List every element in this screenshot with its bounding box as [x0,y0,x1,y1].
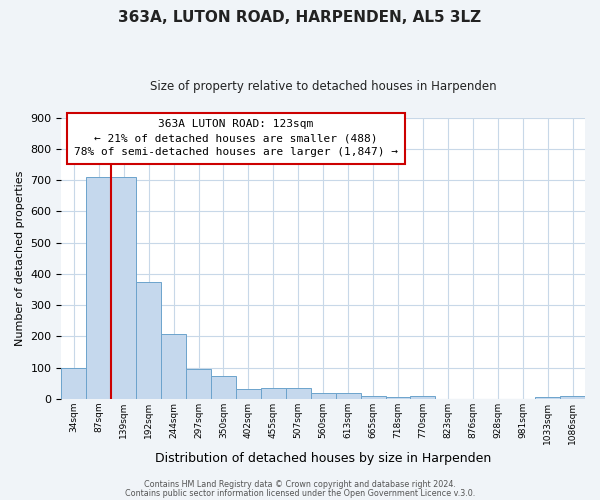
Bar [410,396,436,399]
Text: Contains HM Land Registry data © Crown copyright and database right 2024.: Contains HM Land Registry data © Crown c… [144,480,456,489]
Bar [186,369,211,399]
Bar [211,376,236,399]
Bar [61,368,86,399]
Text: 363A LUTON ROAD: 123sqm
← 21% of detached houses are smaller (488)
78% of semi-d: 363A LUTON ROAD: 123sqm ← 21% of detache… [74,120,398,158]
Bar [286,388,311,399]
Bar [111,177,136,399]
Bar [136,282,161,399]
Bar [560,396,585,399]
Bar [535,397,560,399]
Bar [161,334,186,399]
Bar [386,397,410,399]
Y-axis label: Number of detached properties: Number of detached properties [15,170,25,346]
Bar [335,392,361,399]
Title: Size of property relative to detached houses in Harpenden: Size of property relative to detached ho… [150,80,497,93]
Bar [361,396,386,399]
Text: Contains public sector information licensed under the Open Government Licence v.: Contains public sector information licen… [125,488,475,498]
X-axis label: Distribution of detached houses by size in Harpenden: Distribution of detached houses by size … [155,452,491,465]
Text: 363A, LUTON ROAD, HARPENDEN, AL5 3LZ: 363A, LUTON ROAD, HARPENDEN, AL5 3LZ [118,10,482,25]
Bar [86,177,111,399]
Bar [236,390,261,399]
Bar [311,393,335,399]
Bar [261,388,286,399]
